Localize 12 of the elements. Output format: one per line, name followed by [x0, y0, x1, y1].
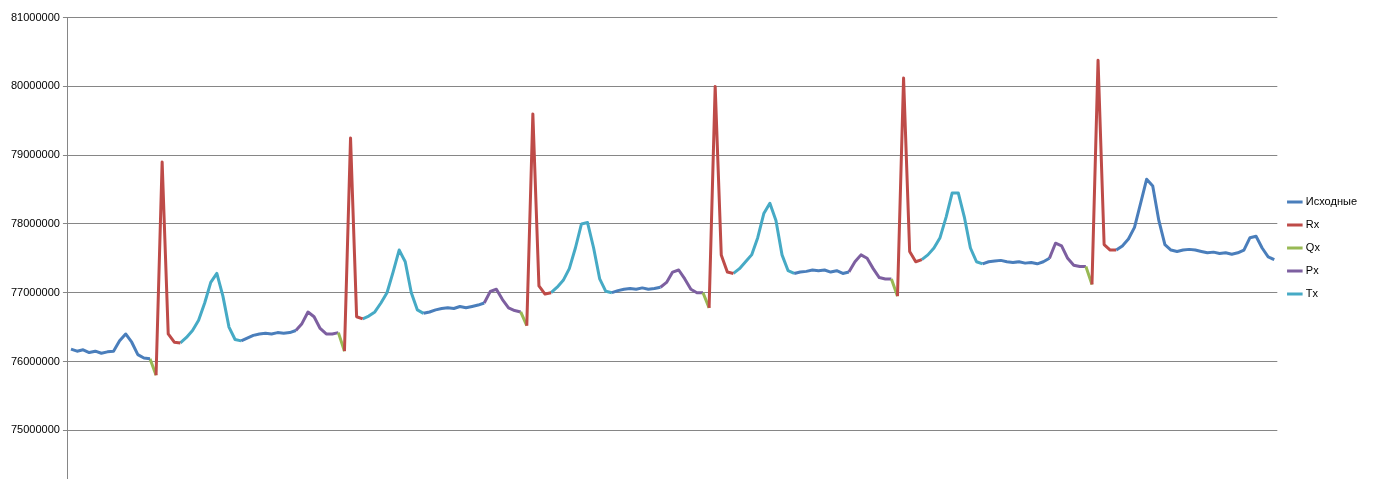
y-tick-label: 77000000 — [10, 285, 60, 298]
y-tick-label: 76000000 — [10, 354, 60, 367]
y-tick-label: 79000000 — [10, 148, 60, 161]
legend-label: Rx — [1305, 218, 1320, 231]
y-tick-label: 78000000 — [10, 216, 60, 229]
legend-label: Исходные — [1305, 195, 1358, 208]
legend-label: Px — [1305, 264, 1320, 277]
legend-label: Qx — [1305, 241, 1321, 254]
y-tick-label: 80000000 — [10, 79, 60, 92]
y-tick-label: 81000000 — [10, 10, 60, 23]
y-tick-label: 75000000 — [10, 423, 60, 436]
legend-label: Tx — [1305, 287, 1319, 300]
